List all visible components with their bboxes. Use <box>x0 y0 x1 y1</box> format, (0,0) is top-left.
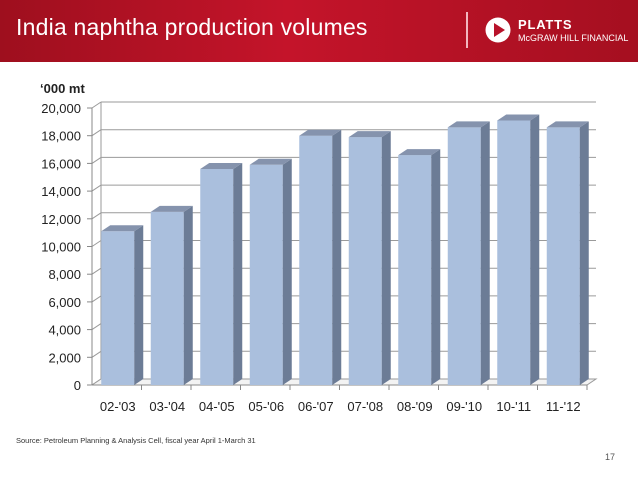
bar-front <box>348 137 382 385</box>
bars <box>101 114 589 385</box>
y-tick-label: 16,000 <box>41 156 81 171</box>
bar-top <box>150 205 193 212</box>
bar-side <box>183 205 193 385</box>
bar-top <box>546 121 589 128</box>
bar-front <box>398 155 432 385</box>
bar-top <box>249 158 292 165</box>
platts-logo: PLATTS McGRAW HILL FINANCIAL <box>484 16 628 46</box>
platts-logo-icon <box>485 17 511 43</box>
title-banner: India naphtha production volumes PLATTS … <box>0 0 638 62</box>
bar-front <box>101 231 135 385</box>
y-tick-label: 18,000 <box>41 129 81 144</box>
bar-side <box>480 121 490 385</box>
gridline-diagonal <box>91 101 102 109</box>
gridline-diagonal <box>91 267 102 275</box>
bar-side <box>233 162 243 385</box>
bar-front <box>546 127 580 385</box>
bar-side <box>332 129 342 385</box>
bar <box>299 129 342 385</box>
x-tick-label: 04-'05 <box>199 399 235 414</box>
x-tick-label: 03-'04 <box>149 399 185 414</box>
gridline-diagonal <box>91 184 102 192</box>
bar-top <box>200 162 243 169</box>
bar <box>200 162 243 385</box>
bar-top <box>398 149 441 156</box>
bar-side <box>431 149 441 385</box>
y-tick-label: 0 <box>74 378 81 393</box>
bar <box>398 149 441 385</box>
gridline-diagonal <box>91 129 102 137</box>
y-axis-unit-label: ‘000 mt <box>40 81 85 96</box>
bar-side <box>282 158 292 385</box>
bar-top <box>447 121 490 128</box>
bar-front <box>299 135 333 385</box>
page-number: 17 <box>605 452 616 462</box>
bar-front <box>447 127 481 385</box>
bar-front <box>200 168 234 385</box>
y-tick-label: 20,000 <box>41 101 81 116</box>
bar-side <box>381 131 391 385</box>
page-title: India naphtha production volumes <box>16 14 368 40</box>
x-tick-label: 09-'10 <box>446 399 482 414</box>
source-note: Source: Petroleum Planning & Analysis Ce… <box>16 436 256 445</box>
bar-top <box>299 129 342 136</box>
bar-top <box>497 114 540 121</box>
bar <box>249 158 292 385</box>
bar-side <box>579 121 589 385</box>
x-tick-label: 05-'06 <box>248 399 284 414</box>
x-tick-label: 11-'12 <box>546 399 581 414</box>
logo-name: PLATTS <box>518 17 573 32</box>
bar <box>101 225 144 385</box>
bar <box>150 205 193 385</box>
bar-top <box>348 131 391 138</box>
gridline-diagonal <box>91 350 102 358</box>
gridline-diagonal <box>91 323 102 331</box>
y-tick-label: 12,000 <box>41 212 81 227</box>
bar-side <box>134 225 144 385</box>
x-tick-label: 08-'09 <box>397 399 433 414</box>
y-tick-label: 14,000 <box>41 184 81 199</box>
x-tick-label: 10-'11 <box>496 399 531 414</box>
logo-subtitle: McGRAW HILL FINANCIAL <box>518 33 629 43</box>
y-tick-label: 10,000 <box>41 240 81 255</box>
bar-front <box>249 164 283 385</box>
y-tick-label: 6,000 <box>48 295 81 310</box>
header-divider <box>466 12 468 48</box>
x-tick-label: 06-'07 <box>298 399 334 414</box>
bar <box>546 121 589 385</box>
bar <box>447 121 490 385</box>
x-tick-label: 07-'08 <box>347 399 383 414</box>
bar-front <box>497 120 531 385</box>
gridline-diagonal <box>91 156 102 164</box>
y-tick-label: 8,000 <box>48 267 81 282</box>
bar-top <box>101 225 144 232</box>
gridline-diagonal <box>91 240 102 247</box>
x-tick-label: 02-'03 <box>100 399 136 414</box>
y-tick-label: 4,000 <box>48 323 81 338</box>
bar-front <box>150 211 184 385</box>
bar <box>348 131 391 385</box>
tick-labels: 0 2,000 4,000 6,000 8,000 10,000 12,000 14,000 1… <box>41 101 580 414</box>
bar <box>497 114 540 385</box>
bar-side <box>530 114 540 385</box>
y-tick-label: 2,000 <box>48 350 81 365</box>
gridline-diagonal <box>91 212 102 220</box>
gridline-diagonal <box>91 295 102 303</box>
